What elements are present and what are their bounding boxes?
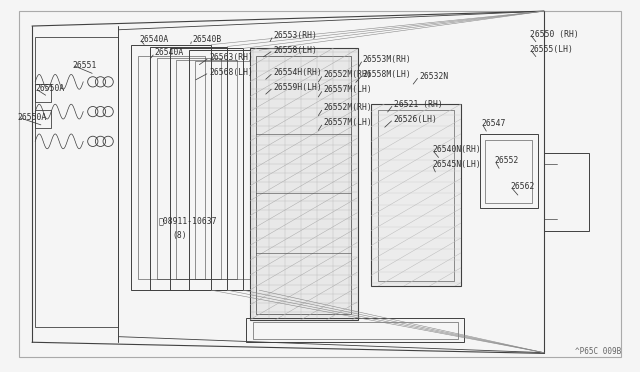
Text: 26553(RH): 26553(RH) xyxy=(273,31,317,40)
Text: 26540A: 26540A xyxy=(155,48,184,57)
Text: (8): (8) xyxy=(173,231,188,240)
Text: 26526(LH): 26526(LH) xyxy=(394,115,438,124)
Text: 26550A: 26550A xyxy=(35,84,65,93)
Polygon shape xyxy=(250,48,358,320)
Text: 26552M(RH): 26552M(RH) xyxy=(323,70,372,79)
Text: 26557M(LH): 26557M(LH) xyxy=(323,118,372,127)
Text: 26551: 26551 xyxy=(72,61,97,70)
Text: 26557M(LH): 26557M(LH) xyxy=(323,85,372,94)
Text: 26550 (RH): 26550 (RH) xyxy=(530,30,579,39)
Text: 26547: 26547 xyxy=(482,119,506,128)
Text: 26532N: 26532N xyxy=(419,72,449,81)
Text: 26558(LH): 26558(LH) xyxy=(273,46,317,55)
Text: 26568(LH): 26568(LH) xyxy=(209,68,253,77)
Text: 26558M(LH): 26558M(LH) xyxy=(363,70,412,79)
Polygon shape xyxy=(371,104,461,286)
Text: 26555(LH): 26555(LH) xyxy=(530,45,574,54)
Text: 26559H(LH): 26559H(LH) xyxy=(273,83,322,92)
Text: 26553M(RH): 26553M(RH) xyxy=(363,55,412,64)
Text: 26552: 26552 xyxy=(495,156,519,165)
Text: ^P65C 009B: ^P65C 009B xyxy=(575,347,621,356)
Text: 26562: 26562 xyxy=(511,182,535,191)
Bar xyxy=(35,110,51,128)
Text: 26545N(LH): 26545N(LH) xyxy=(432,160,481,169)
Text: ⓝ08911-10637: ⓝ08911-10637 xyxy=(159,217,217,226)
Text: 26540B: 26540B xyxy=(192,35,221,44)
Text: 26540N(RH): 26540N(RH) xyxy=(432,145,481,154)
Text: 26552M(RH): 26552M(RH) xyxy=(323,103,372,112)
Text: 26563(RH): 26563(RH) xyxy=(209,53,253,62)
Text: 26540A: 26540A xyxy=(140,35,169,44)
Text: 26521 (RH): 26521 (RH) xyxy=(394,100,442,109)
Bar xyxy=(35,84,51,102)
Text: 26554H(RH): 26554H(RH) xyxy=(273,68,322,77)
Text: 26550A: 26550A xyxy=(18,113,47,122)
